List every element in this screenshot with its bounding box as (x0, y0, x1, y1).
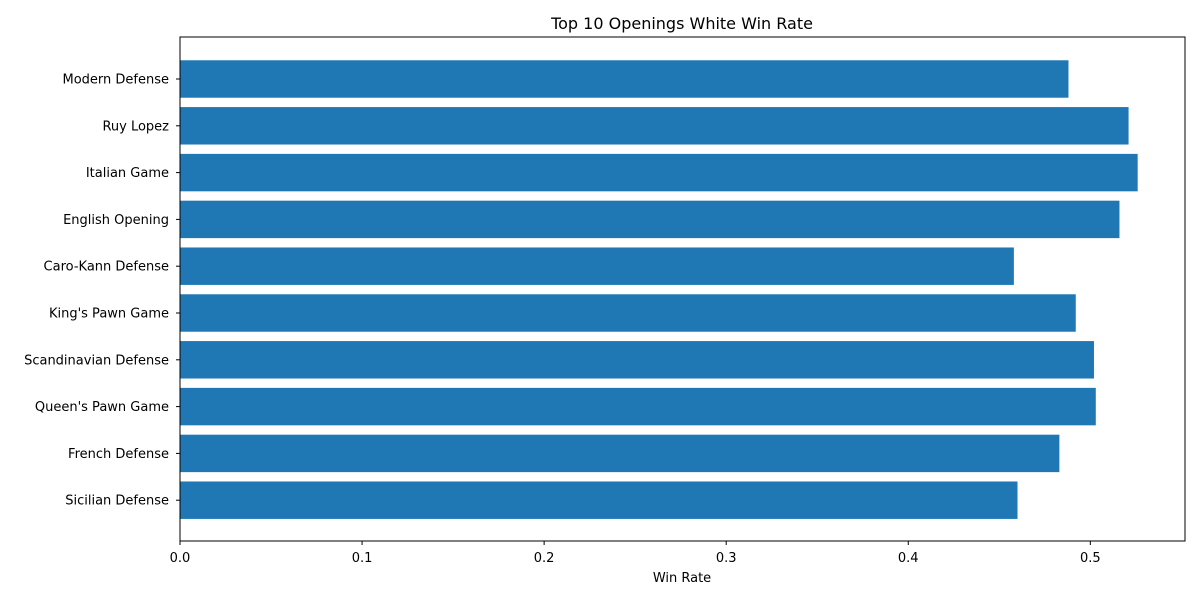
bar-modern-defense (180, 60, 1069, 98)
x-tick-label: 0.1 (352, 551, 373, 566)
y-tick-label: Sicilian Defense (65, 494, 169, 509)
x-tick-label: 0.2 (534, 551, 555, 566)
x-axis-ticks: 0.0 0.1 0.2 0.3 0.4 0.5 (170, 541, 1101, 566)
y-tick-label: Ruy Lopez (102, 119, 169, 134)
y-tick-label: Queen's Pawn Game (35, 400, 169, 415)
bar-english-opening (180, 200, 1120, 239)
bar-queen-s-pawn-game (180, 387, 1096, 426)
y-tick-label: Italian Game (86, 166, 169, 181)
bar-king-s-pawn-game (180, 294, 1076, 332)
y-tick-label: English Opening (63, 213, 169, 228)
y-tick-label: Modern Defense (62, 73, 169, 88)
x-tick-label: 0.3 (716, 551, 737, 566)
bar-caro-kann-defense (180, 247, 1014, 285)
bar-ruy-lopez (180, 107, 1129, 145)
y-tick-label: King's Pawn Game (49, 307, 169, 322)
x-tick-label: 0.0 (170, 551, 191, 566)
bar-italian-game (180, 153, 1138, 192)
plot-frame (179, 36, 1186, 542)
y-tick-label: French Defense (68, 447, 169, 462)
chart-title: Top 10 Openings White Win Rate (550, 14, 813, 33)
x-axis-label: Win Rate (653, 571, 711, 586)
bars-group (180, 60, 1138, 519)
y-tick-label: Scandinavian Defense (24, 353, 169, 368)
bar-french-defense (180, 434, 1060, 473)
x-tick-label: 0.4 (898, 551, 919, 566)
bar-scandinavian-defense (180, 341, 1094, 379)
bar-sicilian-defense (180, 481, 1018, 519)
y-axis-ticks: Modern Defense Ruy Lopez Italian Game Engli… (24, 73, 180, 509)
y-tick-label: Caro-Kann Defense (44, 260, 169, 275)
x-tick-label: 0.5 (1080, 551, 1101, 566)
